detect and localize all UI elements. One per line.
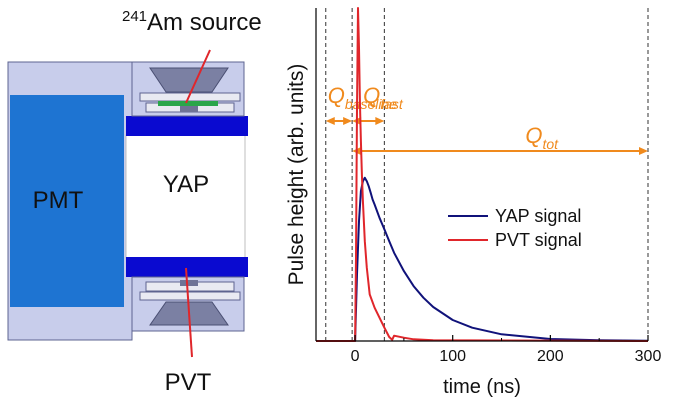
detector-diagram: PMT YAP 241Am source PV bbox=[7, 8, 262, 396]
q-tot-arrow-head-right bbox=[639, 147, 648, 155]
pmt-label: PMT bbox=[33, 187, 84, 214]
pvt-label: PVT bbox=[165, 369, 212, 396]
top-holder bbox=[131, 61, 245, 117]
q-tot-label: Qtot bbox=[525, 123, 559, 152]
x-tick-label: 200 bbox=[537, 348, 564, 365]
q-fast-arrow-head-right bbox=[375, 117, 385, 125]
legend-label: PVT signal bbox=[495, 230, 582, 250]
yap-label: YAP bbox=[163, 171, 209, 198]
q-tot-label-main: Q bbox=[525, 123, 542, 148]
q-baseline-label-main: Q bbox=[328, 83, 345, 108]
pvt-pointer bbox=[185, 267, 193, 358]
source-label: 241Am source bbox=[122, 8, 262, 36]
chart-legend: YAP signal PVT signal bbox=[448, 206, 582, 250]
x-tick-label: 300 bbox=[635, 348, 662, 365]
x-tick-label: 0 bbox=[351, 348, 360, 365]
series-layer bbox=[316, 7, 649, 342]
yap-top-bar bbox=[126, 116, 248, 136]
y-axis-label: Pulse height (arb. units) bbox=[285, 64, 308, 286]
source-pointer bbox=[185, 49, 211, 104]
chart-axes: 0 100 200 300 time (ns) Pulse height (arb. un… bbox=[285, 8, 661, 398]
q-fast-label: Qfast bbox=[363, 83, 404, 112]
q-tot-label-sub: tot bbox=[542, 136, 559, 152]
x-tick-label: 100 bbox=[439, 348, 466, 365]
q-fast-label-main: Q bbox=[363, 83, 380, 108]
q-fast-label-sub: fast bbox=[380, 96, 404, 112]
source-disk bbox=[158, 101, 218, 106]
q-baseline-arrow bbox=[325, 117, 353, 125]
source-label-main: Am source bbox=[147, 9, 262, 36]
q-baseline-arrow-head-right bbox=[343, 117, 353, 125]
x-axis-label: time (ns) bbox=[443, 376, 521, 398]
source-label-sup: 241 bbox=[122, 8, 147, 25]
series-line-yap bbox=[316, 176, 649, 342]
q-tot-arrow bbox=[352, 147, 648, 155]
legend-label: YAP signal bbox=[495, 206, 581, 226]
yap-bottom-bar bbox=[126, 257, 248, 277]
q-baseline-arrow-head-left bbox=[325, 117, 335, 125]
pmt-block bbox=[10, 95, 124, 307]
series-line-pvt bbox=[316, 7, 649, 342]
